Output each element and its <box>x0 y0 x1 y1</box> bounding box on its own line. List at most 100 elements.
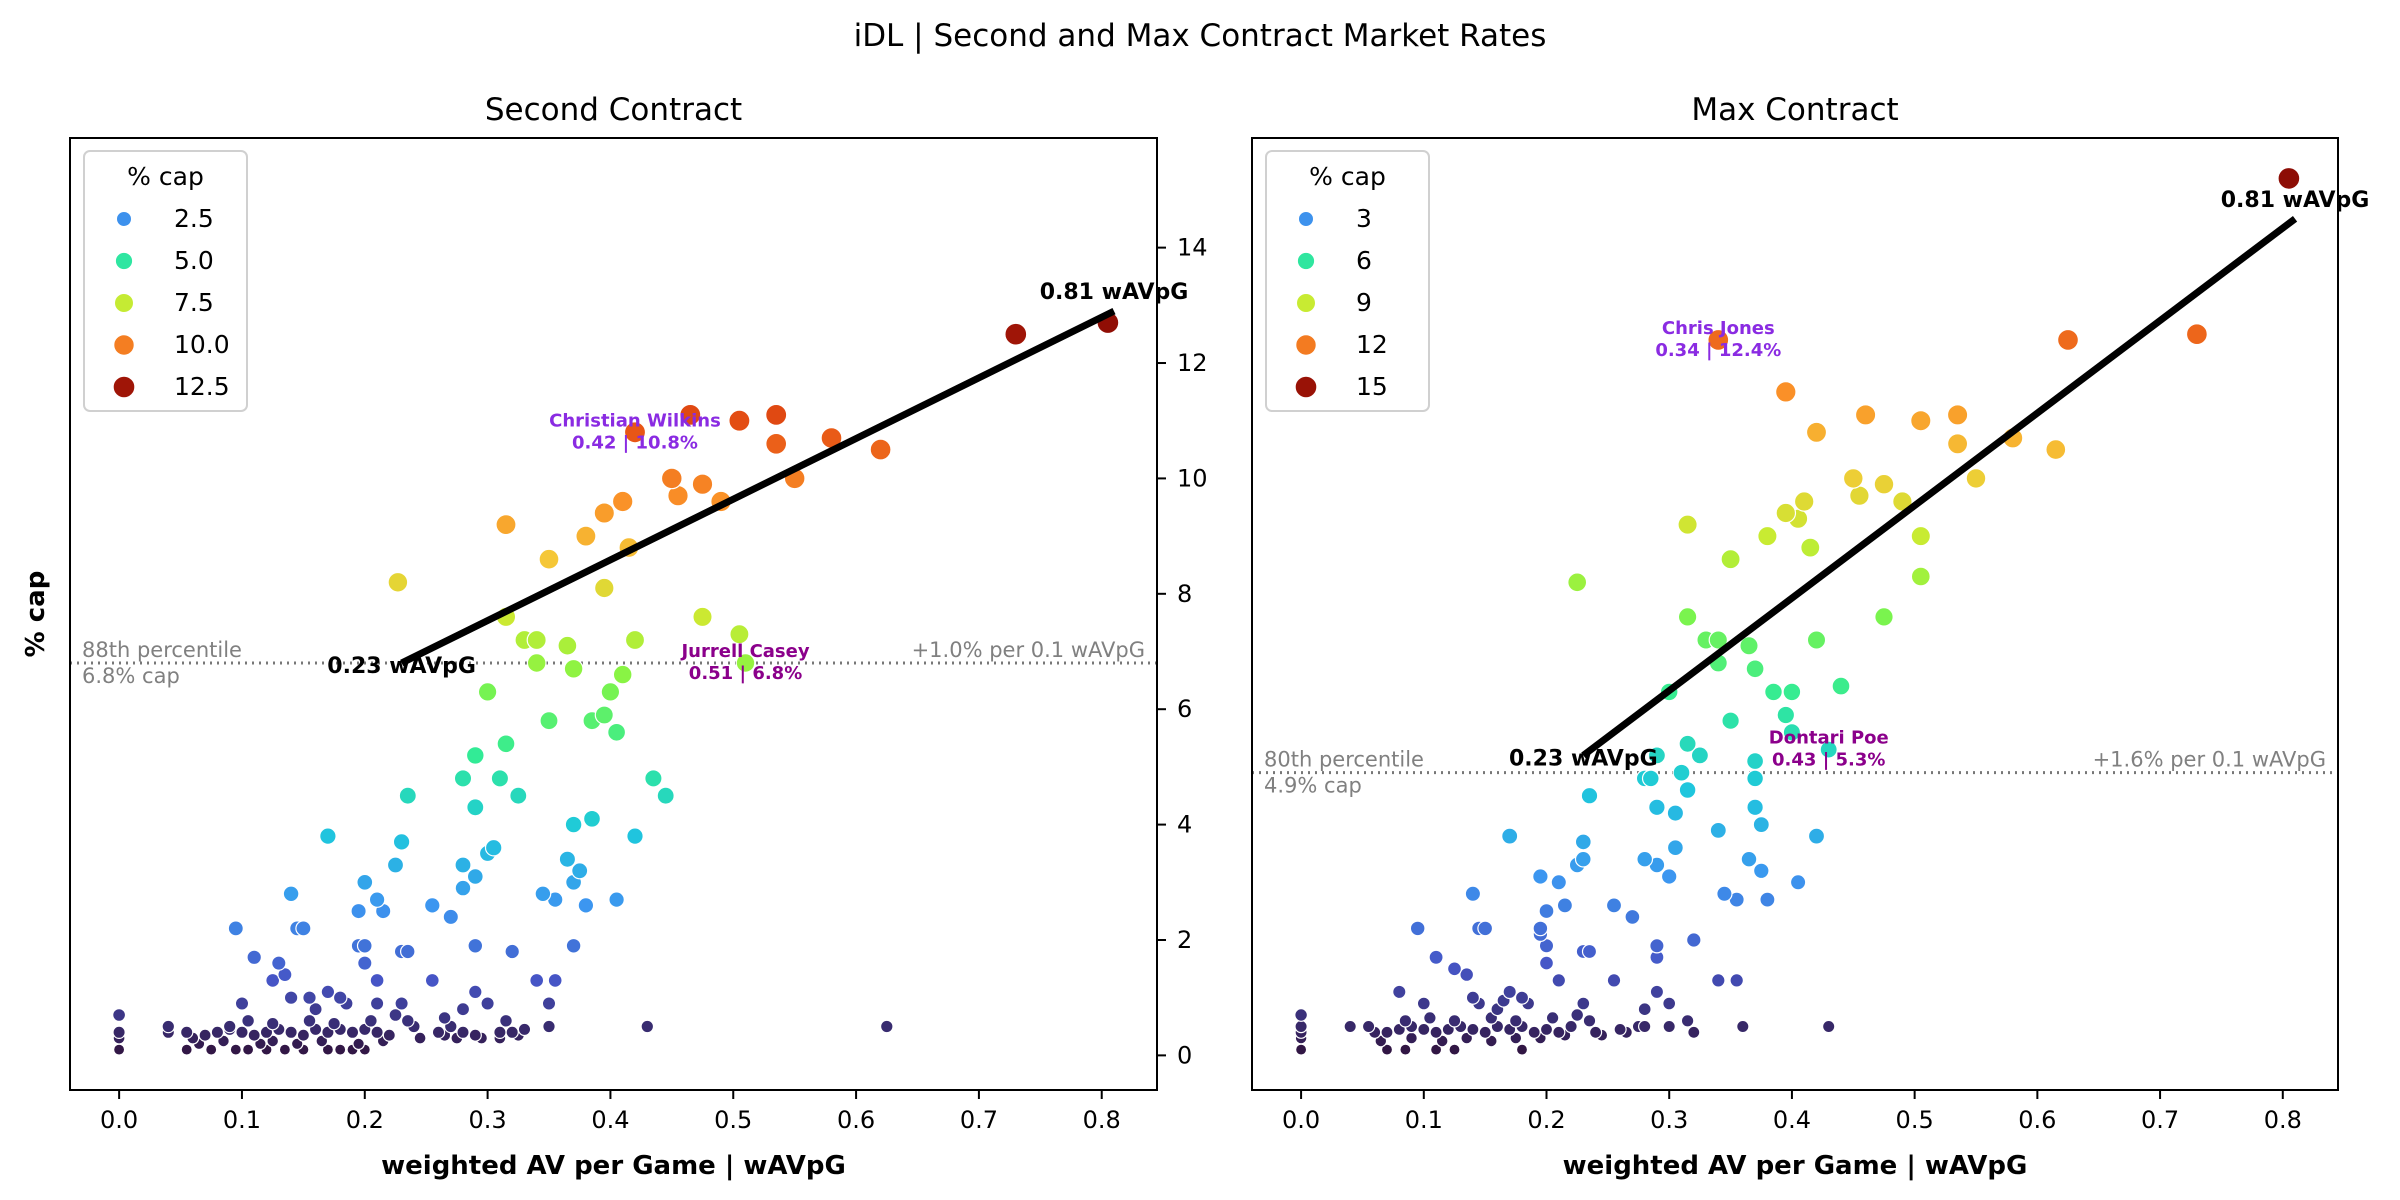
scatter-point <box>296 1028 310 1042</box>
scatter-point <box>679 403 702 426</box>
scatter-point <box>526 653 547 673</box>
y-tick-label: 8 <box>1177 580 1192 608</box>
scatter-point <box>282 885 300 903</box>
scatter-point <box>1721 711 1740 730</box>
scatter-point <box>229 1043 242 1056</box>
legend-marker <box>112 375 136 399</box>
legend-marker <box>1294 375 1318 399</box>
scatter-point <box>1459 967 1475 982</box>
scatter-point <box>1946 433 1969 455</box>
scatter-point <box>327 1016 341 1031</box>
scatter-point <box>1582 1013 1597 1028</box>
y-tick-label: 14 <box>1177 234 1208 262</box>
scatter-point <box>247 1028 261 1042</box>
scatter-point <box>369 972 385 988</box>
legend-marker <box>1296 251 1316 271</box>
scatter-point <box>1606 973 1622 988</box>
y-axis-label: % cap <box>21 571 51 658</box>
scatter-point <box>180 1043 193 1056</box>
trend-end-label: 0.81 wAVpG <box>2221 188 2370 213</box>
scatter-point <box>1873 473 1895 495</box>
scatter-point <box>319 827 337 845</box>
scatter-point <box>161 1019 176 1034</box>
x-tick-label: 0.5 <box>714 1106 752 1134</box>
scatter-point <box>1789 874 1807 891</box>
scatter-point <box>493 1025 507 1040</box>
scatter-point <box>179 1025 194 1040</box>
scatter-point <box>594 705 614 725</box>
scatter-point <box>1538 903 1555 920</box>
scatter-point <box>454 879 472 897</box>
scatter-point <box>1910 525 1932 547</box>
scatter-point <box>534 885 552 903</box>
scatter-point <box>1605 897 1623 914</box>
scatter-point <box>2185 323 2208 346</box>
scatter-point <box>656 786 675 805</box>
scatter-point <box>1398 1013 1413 1028</box>
scatter-point <box>1805 421 1828 443</box>
x-tick-label: 0.0 <box>1282 1106 1320 1134</box>
scatter-point <box>205 1043 218 1056</box>
scatter-point <box>242 1043 255 1056</box>
scatter-point <box>1708 630 1729 650</box>
slope-label: +1.6% per 0.1 wAVpG <box>2093 748 2326 772</box>
panel-title: Max Contract <box>1691 92 1898 128</box>
scatter-point <box>431 1025 446 1040</box>
scatter-point <box>210 1025 225 1040</box>
scatter-point <box>1538 955 1554 971</box>
scatter-point <box>1666 839 1684 857</box>
scatter-point <box>437 1011 452 1025</box>
scatter-point <box>1509 1013 1523 1028</box>
scatter-point <box>1753 862 1770 880</box>
scatter-point <box>728 409 751 432</box>
scatter-point <box>1380 1025 1394 1039</box>
scatter-point <box>254 1037 267 1051</box>
scatter-point <box>1647 746 1667 765</box>
scatter-point <box>692 606 713 628</box>
scatter-point <box>558 850 577 868</box>
x-axis-label: weighted AV per Game | wAVpG <box>381 1151 846 1181</box>
player-annotation-detail: 0.42 | 10.8% <box>572 432 698 453</box>
scatter-point <box>765 432 788 455</box>
scatter-point <box>504 943 520 960</box>
scatter-point <box>241 1013 256 1028</box>
scatter-point <box>1527 1025 1541 1039</box>
scatter-point <box>1677 514 1698 535</box>
scatter-point <box>1649 938 1665 954</box>
scatter-point <box>392 833 411 851</box>
scatter-point <box>640 1019 655 1034</box>
legend-entry-label: 3 <box>1356 204 1372 233</box>
scatter-point <box>1574 850 1592 868</box>
scatter-point <box>1686 932 1702 948</box>
scatter-point <box>564 815 583 834</box>
scatter-point <box>1532 920 1549 937</box>
scatter-point <box>1637 1002 1652 1017</box>
legend-marker <box>113 334 135 356</box>
player-annotation-detail: 0.34 | 12.4% <box>1655 340 1781 361</box>
x-tick-label: 0.4 <box>1773 1106 1811 1134</box>
scatter-point <box>499 1013 513 1028</box>
x-tick-label: 0.7 <box>2141 1106 2179 1134</box>
scatter-point <box>468 1028 482 1042</box>
scatter-point <box>1556 897 1574 914</box>
player-annotation-name: Dontari Poe <box>1769 728 1889 749</box>
scatter-point <box>1515 1043 1529 1056</box>
scatter-point <box>302 1013 317 1028</box>
legend-entry-label: 15 <box>1356 372 1388 401</box>
legend-marker <box>114 251 134 271</box>
scatter-point <box>577 897 595 914</box>
scatter-point <box>1550 874 1568 891</box>
scatter-point <box>364 1013 378 1028</box>
scatter-point <box>1637 1019 1652 1034</box>
legend-marker <box>1295 292 1317 314</box>
y-tick-label: 6 <box>1177 695 1192 723</box>
legend-marker <box>1297 210 1315 228</box>
trend-start-label: 0.23 wAVpG <box>1509 746 1658 771</box>
scatter-point <box>454 856 472 874</box>
scatter-point <box>1539 1022 1554 1037</box>
scatter-point <box>1399 1043 1412 1056</box>
scatter-point <box>1662 996 1677 1011</box>
trend-line <box>400 307 1116 667</box>
plot-frame <box>1251 137 2339 1091</box>
scatter-point <box>442 908 459 926</box>
